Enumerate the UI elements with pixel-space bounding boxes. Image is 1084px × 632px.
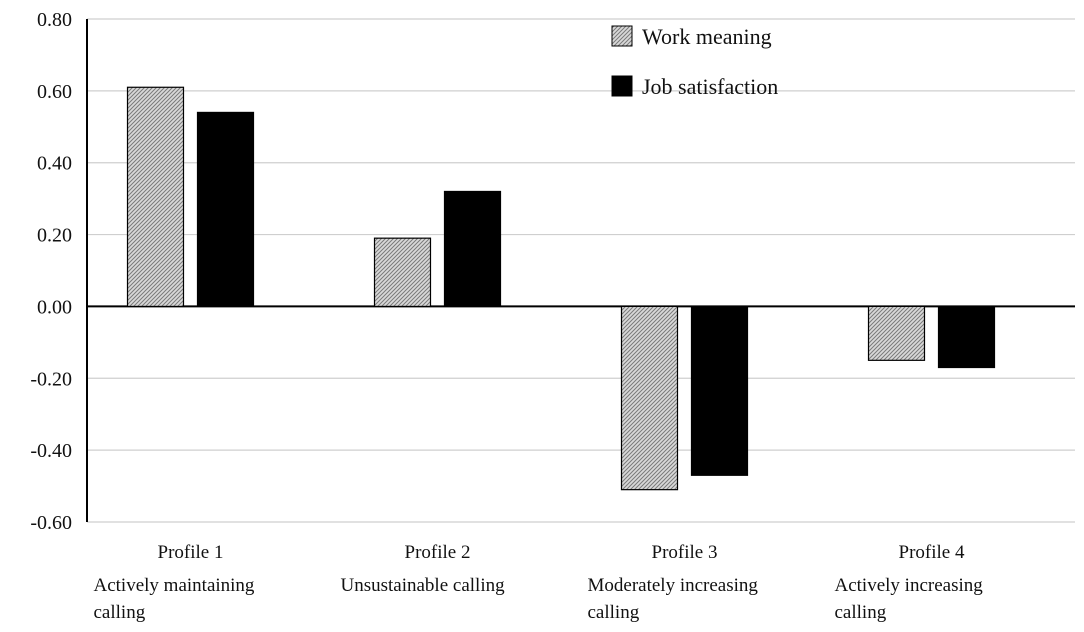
bar-work-meaning-profile-1 <box>126 86 185 308</box>
bar-work-meaning-profile-2 <box>373 237 432 308</box>
x-category-subtitle: calling <box>94 602 146 623</box>
x-category-title: Profile 3 <box>652 542 718 563</box>
x-category-subtitle: Actively increasing <box>835 575 984 596</box>
x-category-subtitle: Moderately increasing <box>588 575 759 596</box>
x-category-title: Profile 2 <box>405 542 471 563</box>
x-category-subtitle: calling <box>588 602 640 623</box>
y-tick-label: 0.00 <box>37 296 72 318</box>
bar-job-satisfaction-profile-4 <box>937 305 996 369</box>
bar-job-satisfaction-profile-3 <box>690 305 749 476</box>
bars <box>126 86 996 491</box>
y-tick-label: 0.40 <box>37 153 72 175</box>
legend-swatch <box>611 75 633 97</box>
x-category-subtitle: calling <box>835 602 887 623</box>
y-tick-label: 0.20 <box>37 225 72 247</box>
x-category-subtitle: Unsustainable calling <box>341 575 506 596</box>
legend-label: Work meaning <box>642 24 772 49</box>
x-category-subtitle: Actively maintaining <box>94 575 255 596</box>
bar-job-satisfaction-profile-2 <box>443 190 502 308</box>
legend: Work meaning Job satisfaction <box>611 24 778 99</box>
legend-label: Job satisfaction <box>642 74 778 99</box>
bar-job-satisfaction-profile-1 <box>196 111 255 308</box>
legend-swatch <box>611 25 633 47</box>
x-category-title: Profile 4 <box>899 542 965 563</box>
y-tick-label: 0.60 <box>37 81 72 103</box>
y-tick-label: -0.40 <box>30 440 72 462</box>
y-tick-label: -0.60 <box>30 512 72 534</box>
x-category-title: Profile 1 <box>158 542 224 563</box>
labels: 0.80 0.60 0.40 0.20 0.00 -0.20 -0.40 -0.60 Profi… <box>30 9 983 623</box>
y-tick-label: 0.80 <box>37 9 72 31</box>
bar-work-meaning-profile-4 <box>867 305 926 361</box>
y-tick-label: -0.20 <box>30 368 72 390</box>
bar-work-meaning-profile-3 <box>620 305 679 491</box>
